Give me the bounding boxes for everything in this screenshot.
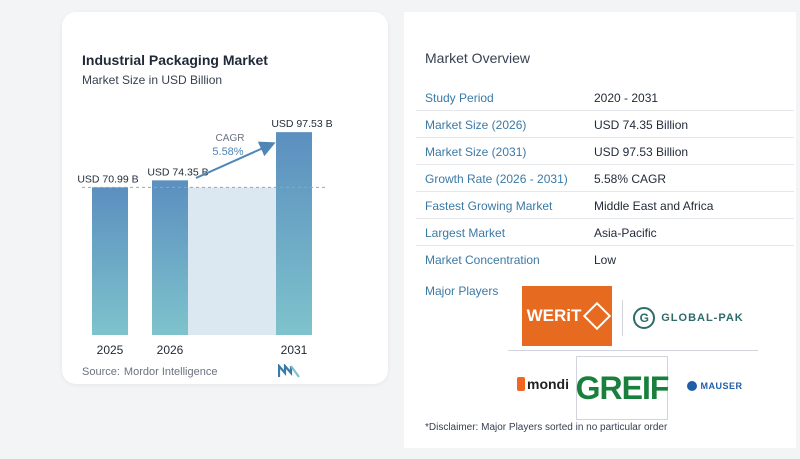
x-tick-label: 2025 [97, 343, 124, 357]
major-players-logos: WERiT G GLOBAL-PAK mondi GREIF MAUSER [508, 286, 768, 420]
value-label: USD 70.99 B [77, 173, 138, 185]
logo-divider [508, 350, 758, 351]
overview-row-value: USD 97.53 Billion [594, 145, 689, 159]
value-label: USD 74.35 B [147, 166, 208, 178]
overview-row: Growth Rate (2026 - 2031) 5.58% CAGR [416, 165, 794, 192]
overview-row-label: Fastest Growing Market [425, 199, 553, 213]
greif-name: GREIF [575, 369, 670, 406]
overview-row-label: Market Concentration [425, 253, 540, 267]
overview-row-value: Low [594, 253, 617, 267]
werit-emblem-icon [583, 301, 612, 331]
overview-row-value: 2020 - 2031 [594, 91, 659, 105]
value-label: USD 97.53 B [271, 118, 332, 130]
major-players-title: Major Players [425, 284, 499, 298]
overview-row: Largest Market Asia-Pacific [416, 219, 794, 246]
market-overview-panel: Market Overview Study Period 2020 - 2031 M… [404, 12, 796, 448]
x-tick-label: 2031 [281, 343, 308, 357]
overview-row-label: Market Size (2026) [425, 118, 527, 132]
overview-row-value: 5.58% CAGR [594, 172, 667, 186]
chart-title: Industrial Packaging Market [82, 52, 268, 68]
globalpak-emblem-icon: G [633, 307, 656, 329]
bar-2031 [276, 132, 312, 335]
growth-band [188, 187, 276, 335]
overview-row-value: USD 74.35 Billion [594, 118, 689, 132]
source-label: Source: [82, 366, 120, 378]
chart-source: Source: Mordor Intelligence [82, 366, 217, 378]
greif-logo: GREIF [575, 356, 670, 420]
overview-row-label: Largest Market [425, 226, 506, 240]
overview-row-label: Market Size (2031) [425, 145, 527, 159]
mauser-emblem-icon [687, 381, 698, 391]
x-tick-label: 2026 [157, 343, 184, 357]
overview-table: Study Period 2020 - 2031 Market Size (2026… [416, 84, 794, 273]
overview-row-label: Growth Rate (2026 - 2031) [425, 172, 568, 186]
overview-row: Market Concentration Low [416, 246, 794, 273]
mondi-logo: mondi [508, 366, 578, 402]
bar-chart: USD 70.99 B USD 74.35 B USD 97.53 B 2025 202… [77, 118, 332, 357]
globalpak-name: GLOBAL-PAK [661, 312, 744, 324]
cagr-label: CAGR [216, 133, 245, 144]
cagr-value: 5.58% [212, 146, 243, 158]
mauser-logo: MAUSER [676, 374, 754, 398]
overview-row-value: Asia-Pacific [594, 226, 657, 240]
werit-name: WERiT [526, 306, 582, 325]
overview-row-label: Study Period [425, 91, 494, 105]
overview-row: Market Size (2031) USD 97.53 Billion [416, 138, 794, 165]
overview-row: Study Period 2020 - 2031 [416, 84, 794, 111]
werit-logo: WERiT [522, 286, 612, 346]
overview-row: Market Size (2026) USD 74.35 Billion [416, 111, 794, 138]
bar-2026 [152, 180, 188, 335]
globalpak-logo: G GLOBAL-PAK [622, 300, 754, 336]
overview-title: Market Overview [425, 50, 531, 66]
disclaimer: *Disclaimer: Major Players sorted in no … [425, 422, 668, 433]
mondi-emblem-icon [517, 377, 525, 391]
chart-subtitle: Market Size in USD Billion [82, 73, 223, 87]
source-name: Mordor Intelligence [123, 366, 218, 378]
bar-2025 [92, 187, 128, 335]
overview-row: Fastest Growing Market Middle East and Af… [416, 192, 794, 219]
mauser-name: MAUSER [700, 381, 743, 391]
chart-card: Industrial Packaging Market Market Size … [62, 12, 388, 384]
mondi-name: mondi [527, 376, 569, 392]
overview-row-value: Middle East and Africa [594, 199, 714, 213]
mordor-logo-icon [278, 364, 300, 378]
cagr-arrow [195, 141, 276, 179]
